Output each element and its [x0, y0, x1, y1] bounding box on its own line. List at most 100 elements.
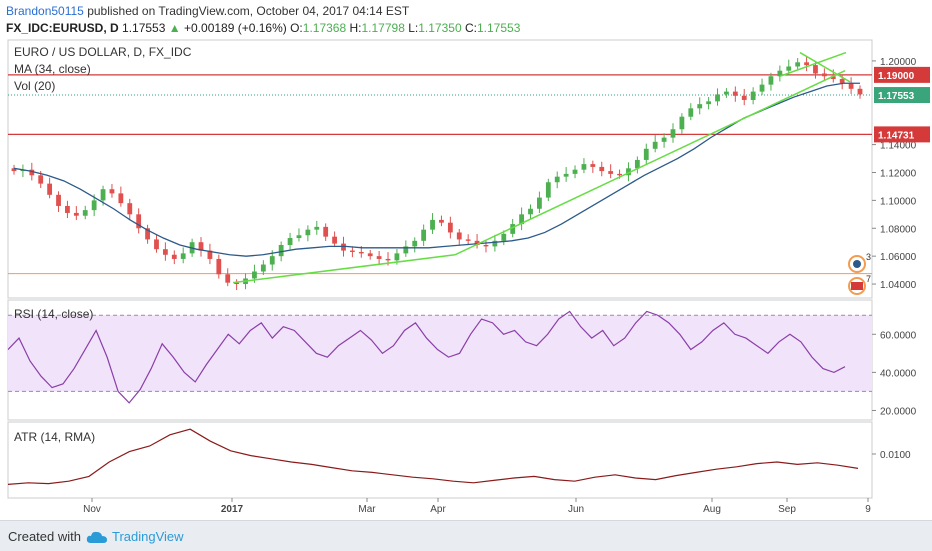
upper-level-tag: 1.19000: [878, 71, 915, 82]
author-link[interactable]: Brandon50115: [6, 4, 84, 18]
rsi-tick-label: 60.0000: [880, 330, 917, 341]
rsi-tick-label: 20.0000: [880, 406, 917, 417]
candle-body: [180, 253, 186, 259]
candle-body: [287, 238, 293, 246]
candle-body: [768, 76, 774, 85]
price-tick-label: 1.10000: [880, 196, 917, 207]
candle-body: [643, 148, 649, 160]
atr-pane-frame: [7, 421, 873, 499]
candle-body: [260, 264, 266, 272]
candle-body: [474, 240, 480, 246]
candle-body: [47, 183, 53, 195]
open-label: O:: [290, 21, 303, 35]
price-tick-label: 1.20000: [880, 57, 917, 68]
tradingview-brand[interactable]: TradingView: [86, 529, 184, 544]
price-tick-label: 1.04000: [880, 280, 917, 291]
footer-bar: Created with TradingView: [0, 520, 932, 551]
candle-body: [56, 194, 61, 206]
candle-body: [216, 258, 222, 275]
candle-body: [171, 254, 177, 259]
rsi-label: RSI (14, close): [14, 307, 93, 321]
candle-body: [697, 104, 703, 109]
publish-info: published on TradingView.com, October 04…: [87, 4, 410, 18]
candle-body: [403, 246, 409, 254]
candle-body: [813, 65, 818, 74]
up-arrow-icon: ▲: [168, 21, 181, 35]
time-tick-label: Nov: [83, 504, 101, 515]
candle-body: [563, 173, 569, 177]
candle-body: [795, 62, 801, 67]
candle-body: [706, 101, 712, 105]
candle-body: [857, 88, 863, 95]
candle-body: [804, 62, 809, 66]
chart-canvas[interactable]: 1.20000 1.14000 1.12000 1.10000 1.08000 1.060…: [0, 0, 932, 520]
ohlc-line: FX_IDC:EURUSD, D 1.17553 ▲ +0.00189 (+0.…: [6, 21, 520, 35]
price-tick-label: 1.12000: [880, 168, 917, 179]
candle-body: [617, 173, 622, 176]
candle-body: [73, 212, 79, 216]
candle-body: [82, 210, 88, 216]
candle-body: [439, 219, 444, 223]
low-label: L:: [408, 21, 419, 35]
candle-body: [367, 253, 373, 257]
event-count-1: 3: [866, 252, 871, 262]
candle-body: [528, 208, 533, 215]
candle-body: [341, 243, 346, 251]
candle-body: [759, 84, 765, 92]
candle-body: [65, 205, 70, 213]
candle-body: [252, 271, 257, 279]
brand-label: TradingView: [112, 529, 184, 544]
candle-body: [821, 73, 827, 77]
candle-body: [599, 166, 605, 172]
candle-body: [11, 168, 17, 172]
candle-body: [154, 239, 159, 250]
candle-body: [127, 203, 133, 215]
close-label: C:: [464, 21, 477, 35]
candle-body: [350, 250, 355, 252]
rsi-tick-label: 40.0000: [880, 368, 917, 379]
high-label: H:: [349, 21, 362, 35]
candle-body: [118, 193, 124, 204]
candle-body: [100, 189, 106, 201]
candle-body: [634, 159, 640, 169]
price-tick-label: 1.06000: [880, 252, 917, 263]
vol-label: Vol (20): [14, 79, 55, 93]
candle-body: [207, 250, 213, 259]
trend-line-2: [454, 70, 846, 256]
time-tick-label: Jun: [568, 504, 584, 515]
candle-body: [29, 169, 35, 176]
publish-line: Brandon50115 published on TradingView.co…: [6, 4, 409, 18]
flag-event-icon-core: [851, 282, 863, 290]
candle-body: [652, 141, 658, 149]
rsi-line: [7, 310, 846, 404]
main-pane-frame: [7, 39, 873, 299]
atr-label: ATR (14, RMA): [14, 430, 95, 444]
candle-body: [519, 214, 524, 225]
candle-body: [136, 214, 142, 229]
atr-tick-label: 0.0100: [880, 450, 911, 461]
last-price: 1.17553: [122, 21, 166, 35]
time-tick-label: 2017: [221, 504, 244, 515]
candle-body: [421, 229, 427, 241]
candle-body: [839, 79, 845, 84]
rsi-band-fill: [8, 315, 872, 392]
candle-body: [715, 94, 720, 102]
candle-body: [590, 164, 596, 167]
time-tick-label: Apr: [430, 504, 446, 515]
candle-body: [537, 197, 542, 209]
candle-body: [510, 224, 516, 234]
candle-body: [608, 171, 614, 174]
time-tick-label: Sep: [778, 504, 796, 515]
candle-body: [332, 236, 337, 244]
candle-body: [626, 168, 631, 176]
low-value: 1.17350: [418, 21, 462, 35]
ma-34-line: [13, 82, 860, 257]
candle-body: [234, 282, 240, 285]
candle-body: [296, 235, 302, 239]
trend-line-3: [779, 51, 847, 77]
symbol-label: FX_IDC:EURUSD, D: [6, 21, 119, 35]
candle-body: [91, 200, 97, 211]
cloud-logo-icon: [86, 531, 107, 543]
close-value: 1.17553: [476, 21, 521, 35]
candle-body: [314, 226, 320, 230]
